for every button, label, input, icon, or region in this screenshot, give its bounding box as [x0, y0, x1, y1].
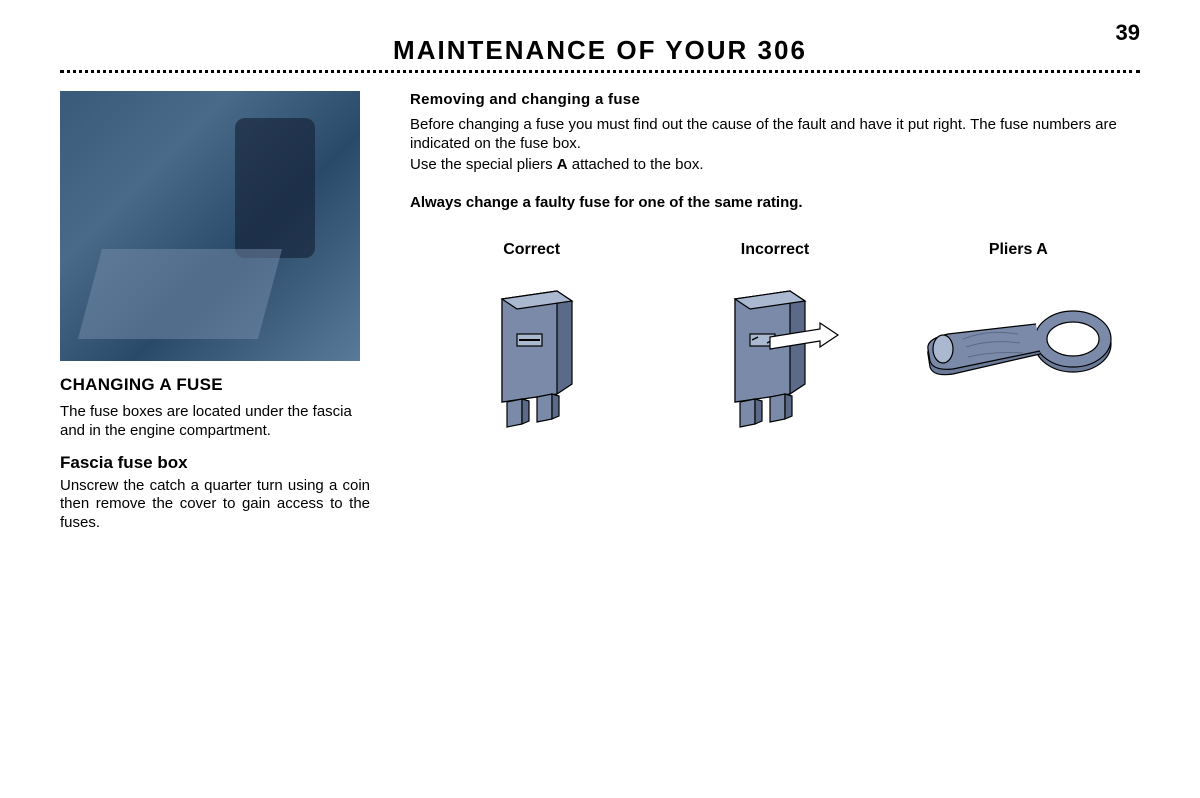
incorrect-fuse-icon: [710, 289, 840, 429]
diagram-row: Correct Incorrect: [410, 241, 1140, 429]
title-divider: [60, 70, 1140, 73]
p2-part-a: Use the special pliers: [410, 156, 557, 173]
page-title: MAINTENANCE OF YOUR 306: [60, 35, 1140, 66]
page-number: 39: [1116, 20, 1140, 46]
removing-p2: Use the special pliers A attached to the…: [410, 156, 1140, 175]
p2-part-c: attached to the box.: [568, 156, 704, 173]
correct-fuse-icon: [477, 289, 587, 429]
correct-diagram: Correct: [410, 241, 653, 429]
pliers-label: Pliers A: [897, 241, 1140, 259]
removing-p1: Before changing a fuse you must find out…: [410, 116, 1140, 154]
incorrect-label: Incorrect: [653, 241, 896, 259]
left-column: CHANGING A FUSE The fuse boxes are locat…: [60, 91, 370, 545]
correct-label: Correct: [410, 241, 653, 259]
incorrect-diagram: Incorrect: [653, 241, 896, 429]
p2-bold-a: A: [557, 156, 568, 173]
fascia-instructions: Unscrew the catch a quarter turn using a…: [60, 477, 370, 533]
removing-heading: Removing and changing a fuse: [410, 91, 1140, 108]
fascia-subheading: Fascia fuse box: [60, 453, 370, 473]
pliers-diagram: Pliers A: [897, 241, 1140, 409]
fuse-location-text: The fuse boxes are located under the fas…: [60, 403, 370, 441]
right-column: Removing and changing a fuse Before chan…: [410, 91, 1140, 545]
changing-fuse-heading: CHANGING A FUSE: [60, 375, 370, 395]
warning-text: Always change a faulty fuse for one of t…: [410, 194, 1140, 211]
pliers-icon: [918, 289, 1118, 409]
content-columns: CHANGING A FUSE The fuse boxes are locat…: [60, 91, 1140, 545]
fuse-box-photo: [60, 91, 360, 361]
